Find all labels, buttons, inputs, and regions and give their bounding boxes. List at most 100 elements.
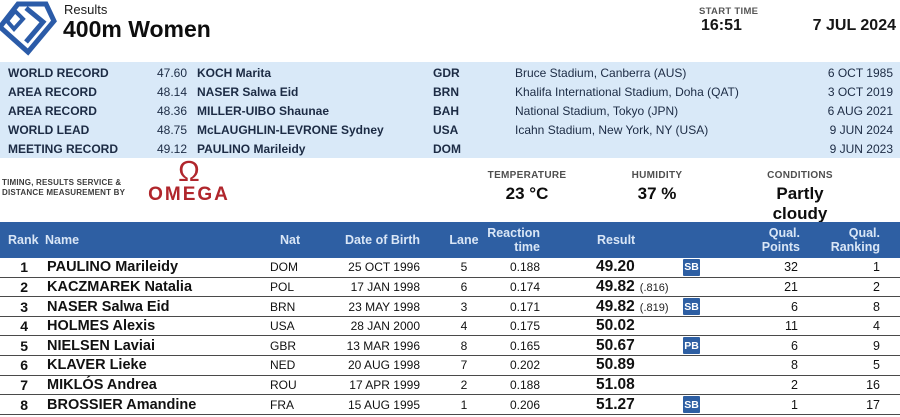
cell-badge: SB (683, 258, 703, 276)
cell-lane: 3 (460, 299, 468, 314)
cell-reaction-time: 0.202 (509, 358, 540, 373)
record-mark: 48.36 (156, 103, 187, 118)
cell-qual-ranking: 1 (873, 260, 880, 275)
result-value: 51.27 (596, 395, 635, 413)
event-date: 7 JUL 2024 (812, 17, 896, 34)
temperature-label: TEMPERATURE (487, 170, 567, 181)
cell-result: 49.82 (.819) (540, 298, 683, 316)
record-date: 9 JUN 2024 (829, 122, 893, 137)
record-row: AREA RECORD 48.36 MILLER-UIBO Shaunae BA… (0, 102, 900, 121)
cell-dob: 17 JAN 1998 (350, 279, 420, 294)
cell-dob: 28 JAN 2000 (350, 319, 420, 334)
cell-dob: 20 AUG 1998 (347, 358, 420, 373)
cell-nat: ROU (270, 377, 297, 392)
cell-reaction-time: 0.175 (509, 319, 540, 334)
cell-reaction-time: 0.165 (509, 338, 540, 353)
cell-result: 49.82 (.816) (540, 278, 683, 296)
cell-qual-points: 2 (791, 377, 798, 392)
result-fraction: (.816) (639, 281, 669, 294)
cell-reaction-time: 0.206 (509, 397, 540, 412)
record-date: 9 JUN 2023 (829, 141, 893, 156)
result-value: 50.02 (596, 317, 635, 335)
table-row: 3 NASER Salwa Eid BRN 23 MAY 1998 3 0.17… (0, 297, 900, 317)
cell-qual-points: 6 (791, 338, 798, 353)
start-time-value: 16:51 (701, 17, 742, 34)
record-mark: 48.14 (156, 85, 187, 100)
cell-nat: POL (270, 279, 295, 294)
table-row: 8 BROSSIER Amandine FRA 15 AUG 1995 1 0.… (0, 395, 900, 415)
cell-name: BROSSIER Amandine (47, 396, 197, 413)
record-nat: GDR (433, 66, 460, 81)
table-row: 5 NIELSEN Laviai GBR 13 MAR 1996 8 0.165… (0, 336, 900, 357)
cell-qual-ranking: 5 (873, 358, 880, 373)
cell-qual-points: 1 (791, 397, 798, 412)
cell-qual-ranking: 9 (873, 338, 880, 353)
cell-qual-points: 32 (784, 260, 798, 275)
records-list: WORLD RECORD 47.60 KOCH Marita GDR Bruce… (0, 64, 900, 158)
cell-lane: 8 (460, 338, 468, 353)
cell-name: PAULINO Marileidy (47, 259, 179, 276)
records-panel: WORLD RECORD 47.60 KOCH Marita GDR Bruce… (0, 62, 900, 158)
cell-reaction-time: 0.188 (509, 260, 540, 275)
cell-dob: 23 MAY 1998 (348, 299, 420, 314)
diamond-league-logo (0, 1, 57, 56)
cell-name: KACZMAREK Natalia (47, 278, 193, 295)
temperature-value: 23 °C (505, 184, 549, 203)
record-label: AREA RECORD (8, 85, 97, 100)
cell-qual-points: 8 (791, 358, 798, 373)
record-mark: 47.60 (156, 66, 187, 81)
result-value: 49.20 (596, 258, 635, 276)
cell-qual-ranking: 16 (866, 377, 880, 392)
record-label: WORLD RECORD (8, 66, 109, 81)
column-header-lane: Lane (449, 233, 479, 247)
table-row: 2 KACZMAREK Natalia POL 17 JAN 1998 6 0.… (0, 278, 900, 298)
cell-name: NASER Salwa Eid (47, 298, 170, 315)
cell-qual-ranking: 4 (873, 319, 880, 334)
record-nat: BRN (433, 85, 459, 100)
cell-badge: PB (683, 337, 703, 355)
cell-rank: 3 (20, 298, 28, 315)
cell-result: 51.27 (540, 396, 683, 414)
record-date: 6 OCT 1985 (827, 66, 893, 81)
cell-name: NIELSEN Laviai (47, 337, 155, 354)
record-nat: DOM (433, 141, 461, 156)
result-value: 49.82 (596, 277, 635, 295)
cell-lane: 2 (460, 377, 468, 392)
cell-reaction-time: 0.188 (509, 377, 540, 392)
conditions-block: CONDITIONS Partly cloudy (750, 170, 850, 224)
cell-name: HOLMES Alexis (47, 318, 156, 335)
cell-lane: 4 (460, 319, 468, 334)
result-value: 51.08 (596, 375, 635, 393)
cell-rank: 2 (20, 278, 28, 295)
results-label: Results (64, 2, 108, 17)
record-label: MEETING RECORD (8, 141, 119, 156)
column-header-reaction: Reaction time (487, 226, 540, 254)
cell-reaction-time: 0.174 (509, 279, 540, 294)
cell-name: MIKLÓS Andrea (47, 376, 157, 393)
cell-result: 49.20 (540, 258, 683, 276)
cell-nat: BRN (270, 299, 296, 314)
record-date: 3 OCT 2019 (827, 85, 893, 100)
table-row: 1 PAULINO Marileidy DOM 25 OCT 1996 5 0.… (0, 258, 900, 278)
result-fraction: (.819) (639, 301, 669, 314)
record-mark: 48.75 (156, 122, 187, 137)
season-best-badge: PB (683, 337, 700, 355)
cell-lane: 7 (460, 358, 468, 373)
column-header-name: Name (45, 233, 80, 247)
record-venue: Bruce Stadium, Canberra (AUS) (515, 66, 687, 81)
humidity-label: HUMIDITY (631, 170, 683, 181)
start-time-label: START TIME (699, 6, 759, 17)
column-header-points: Qual. Points (761, 226, 800, 254)
cell-lane: 1 (460, 397, 468, 412)
record-venue: National Stadium, Tokyo (JPN) (515, 103, 679, 118)
cell-qual-ranking: 8 (873, 299, 880, 314)
event-title: 400m Women (63, 16, 211, 42)
record-row: WORLD RECORD 47.60 KOCH Marita GDR Bruce… (0, 64, 900, 83)
cell-result: 50.67 (540, 337, 683, 355)
column-header-ranking: Qual. Ranking (830, 226, 880, 254)
service-bar: TIMING, RESULTS SERVICE & DISTANCE MEASU… (0, 158, 900, 224)
record-date: 6 AUG 2021 (827, 103, 893, 118)
cell-qual-ranking: 2 (873, 279, 880, 294)
results-table-header: Rank Name Nat Date of Birth Lane Reactio… (0, 222, 900, 258)
cell-qual-points: 11 (785, 319, 798, 334)
